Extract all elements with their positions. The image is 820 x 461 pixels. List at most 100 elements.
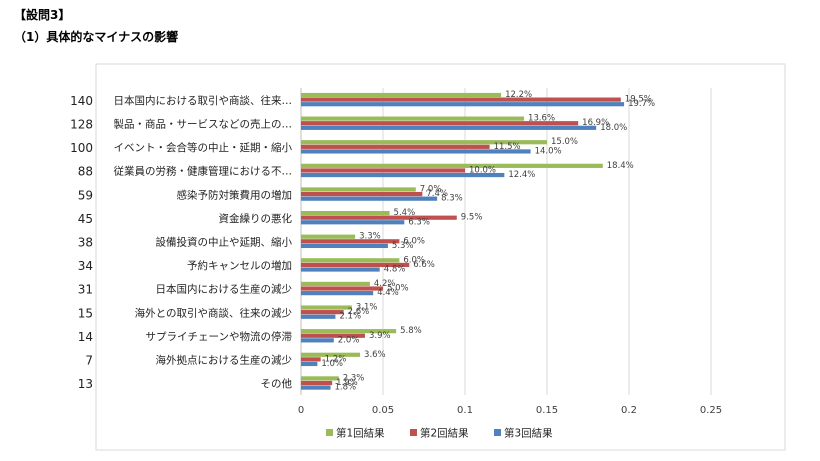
count-label: 45 <box>78 212 93 226</box>
bar <box>301 172 505 178</box>
bar <box>301 286 383 291</box>
bar <box>301 361 318 367</box>
bar <box>301 333 365 338</box>
bar <box>301 149 531 154</box>
x-tick-label: 0.1 <box>457 405 473 416</box>
value-label: 12.4% <box>508 170 535 180</box>
legend-label: 第3回結果 <box>504 427 553 440</box>
chart-subtitle: （1）具体的なマイナスの影響 <box>14 30 179 44</box>
value-label: 15.0% <box>551 137 578 147</box>
bar <box>301 357 321 362</box>
value-label: 6.3% <box>408 217 430 227</box>
count-label: 13 <box>78 377 93 391</box>
x-tick-label: 0 <box>298 405 304 416</box>
bar <box>301 305 352 310</box>
value-label: 3.9% <box>369 331 391 341</box>
count-label: 31 <box>78 283 93 297</box>
bars <box>301 92 625 390</box>
count-label: 140 <box>70 94 93 108</box>
bar <box>301 102 625 107</box>
value-label: 5.3% <box>392 241 414 251</box>
bar <box>301 262 410 268</box>
question-heading: 【設問3】 <box>14 8 71 22</box>
value-label: 2.1% <box>339 312 361 322</box>
bar <box>301 314 336 319</box>
category-label: 感染予防対策費用の増加 <box>177 188 293 201</box>
bar <box>301 385 331 390</box>
bar <box>301 168 465 173</box>
value-labels: 12.2% 19.5%19.7% 13.6% 16.9%18.0% 15.0% 11.5%… <box>321 90 655 393</box>
bar <box>301 215 457 220</box>
bar <box>301 329 397 334</box>
value-label: 9.5% <box>461 213 483 223</box>
value-label: 8.3% <box>441 194 463 204</box>
value-label: 13.6% <box>528 114 555 124</box>
value-label: 16.9% <box>582 118 609 128</box>
category-label: 資金繰りの悪化 <box>219 212 293 225</box>
legend: 第1回結果 第2回結果 第3回結果 <box>326 427 553 440</box>
bar <box>301 310 344 315</box>
count-label: 38 <box>78 236 93 250</box>
legend-label: 第2回結果 <box>420 427 469 440</box>
category-label: イベント・会合等の中止・延期・縮小 <box>114 141 293 154</box>
legend-swatch <box>410 429 417 436</box>
legend-swatch <box>326 429 333 436</box>
value-label: 2.3% <box>343 373 365 383</box>
value-label: 1.8% <box>335 383 357 393</box>
value-label: 1.2% <box>325 354 347 364</box>
count-label: 15 <box>78 306 93 320</box>
legend-label: 第1回結果 <box>336 427 385 440</box>
count-label: 34 <box>78 259 93 273</box>
value-label: 5.4% <box>394 208 416 218</box>
bar <box>301 163 603 168</box>
value-label: 1.9% <box>336 378 358 388</box>
value-label: 4.2% <box>374 279 396 289</box>
value-label: 2.6% <box>348 307 370 317</box>
value-label: 2.0% <box>338 335 360 345</box>
count-label: 88 <box>78 165 93 179</box>
bar <box>301 352 361 357</box>
bar <box>301 243 388 248</box>
bar <box>301 125 597 130</box>
value-label: 1.0% <box>321 359 343 369</box>
count-label: 14 <box>78 330 93 344</box>
category-label: 予約キャンセルの増加 <box>187 259 292 272</box>
count-label: 59 <box>78 188 93 202</box>
value-label: 18.0% <box>600 123 627 133</box>
bar <box>301 116 525 121</box>
bar <box>301 196 438 201</box>
value-label: 19.7% <box>628 99 655 109</box>
count-label: 100 <box>70 141 93 155</box>
value-label: 6.0% <box>403 236 425 246</box>
value-label: 5.8% <box>400 326 422 336</box>
value-label: 5.0% <box>387 284 409 294</box>
legend-swatch <box>494 429 501 436</box>
value-label: 12.2% <box>505 90 532 100</box>
bar <box>301 121 579 126</box>
value-label: 18.4% <box>607 161 634 171</box>
category-label: 日本国内における生産の減少 <box>156 283 293 296</box>
bar <box>301 376 339 381</box>
value-label: 14.0% <box>535 146 562 156</box>
bar <box>301 140 547 145</box>
value-label: 19.5% <box>625 95 652 105</box>
category-label: サプライチェーンや物流の停滞 <box>146 330 292 343</box>
x-tick-label: 0.15 <box>536 405 558 416</box>
bar <box>301 281 370 287</box>
bar <box>301 258 400 263</box>
count-labels: 140 128 100 88 59 45 38 34 31 15 14 7 13 <box>70 94 93 391</box>
category-label: 従業員の労務・健康管理における不… <box>114 165 293 178</box>
category-label: 日本国内における取引や商談、往来… <box>114 94 293 107</box>
bar <box>301 92 502 98</box>
bar <box>301 380 333 386</box>
value-label: 3.6% <box>364 350 386 360</box>
category-label: 海外拠点における生産の減少 <box>156 354 293 367</box>
value-label: 4.4% <box>377 288 399 298</box>
bar <box>301 210 390 216</box>
value-label: 3.3% <box>359 232 381 242</box>
value-label: 7.0% <box>420 184 442 194</box>
category-labels: 日本国内における取引や商談、往来… 製品・商品・サービスなどの売上の… イベント・会… <box>114 94 293 390</box>
bar <box>301 234 356 239</box>
category-label: 製品・商品・サービスなどの売上の… <box>114 117 293 130</box>
value-label: 11.5% <box>494 142 521 152</box>
